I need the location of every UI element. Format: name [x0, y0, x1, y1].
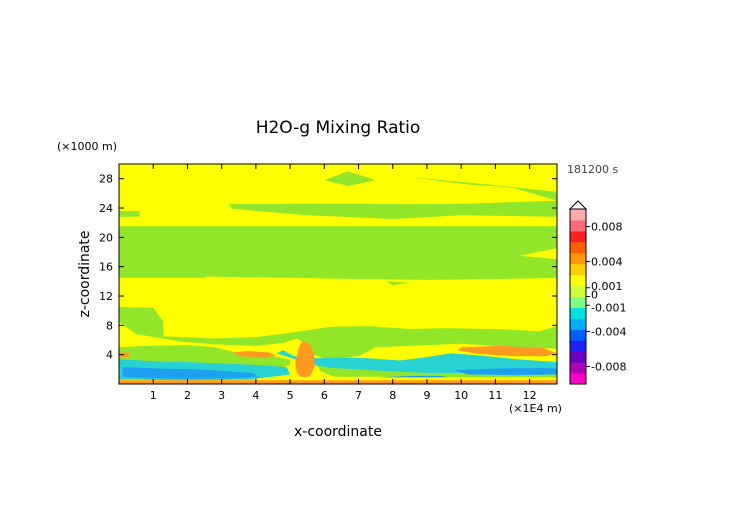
- contour-regions: [119, 171, 557, 384]
- colorbar-swatch-14: [570, 219, 586, 232]
- y-axis: 4 8 12 16 20 24 28: [99, 173, 557, 362]
- colorbar-swatch-4: [570, 329, 586, 341]
- x-tick-label-6: 6: [321, 389, 328, 402]
- x-axis-label: x-coordinate: [294, 424, 382, 440]
- contour-region-9: [122, 367, 260, 379]
- colorbar-label-0: 0.008: [591, 221, 623, 234]
- colorbar-swatch-5: [570, 318, 586, 330]
- plot-frame: [118, 163, 558, 385]
- x-tick-label-10: 10: [454, 389, 468, 402]
- colorbar-swatch-0: [570, 373, 586, 385]
- colorbar-swatch-3: [570, 340, 586, 352]
- x-tick-label-8: 8: [389, 389, 396, 402]
- contour-region-3: [119, 226, 557, 280]
- contour-region-4: [119, 307, 557, 360]
- colorbar-swatch-8: [570, 285, 586, 297]
- contour-region-1: [228, 177, 557, 219]
- x-axis-unit: (×1E4 m): [509, 402, 562, 415]
- contour-region-12: [457, 345, 557, 357]
- y-tick-label-20: 20: [99, 231, 113, 244]
- x-tick-label-2: 2: [184, 389, 191, 402]
- colorbar-label-1: 0.004: [591, 256, 623, 269]
- x-tick-label-3: 3: [218, 389, 225, 402]
- colorbar-swatch-15: [570, 209, 586, 221]
- colorbar-swatch-10: [570, 263, 586, 276]
- x-tick-label-11: 11: [488, 389, 502, 402]
- y-tick-label-8: 8: [106, 319, 113, 332]
- colorbar-swatch-2: [570, 351, 586, 363]
- colorbar-label-2: 0.001: [591, 280, 623, 293]
- contour-region-13: [231, 351, 277, 358]
- y-axis-label: z-coordinate: [77, 230, 93, 317]
- colorbar-label-5: -0.004: [591, 326, 626, 339]
- contour-region-17: [385, 281, 410, 285]
- colorbar-label-4: -0.001: [591, 301, 626, 314]
- y-tick-label-16: 16: [99, 261, 113, 274]
- y-axis-unit: (×1000 m): [57, 140, 117, 153]
- colorbar-swatch-13: [570, 230, 586, 243]
- colorbar-swatch-1: [570, 362, 586, 374]
- contour-region-15: [119, 380, 557, 384]
- colorbar-label-6: -0.008: [591, 361, 626, 374]
- x-tick-label-12: 12: [523, 389, 537, 402]
- colorbar-swatch-7: [570, 296, 586, 308]
- contour-region-7: [276, 350, 557, 375]
- contour-region-11: [375, 375, 448, 378]
- colorbar-extend-arrow: [568, 200, 588, 210]
- y-tick-label-4: 4: [106, 349, 113, 362]
- chart-title: H2O-g Mixing Ratio: [256, 118, 421, 138]
- x-tick-label-9: 9: [423, 389, 430, 402]
- colorbar-swatch-6: [570, 307, 586, 319]
- contour-region-14: [295, 341, 315, 378]
- colorbar-swatch-9: [570, 274, 586, 287]
- contour-region-0: [324, 171, 376, 186]
- contour-region-2: [119, 210, 140, 217]
- x-tick-label-5: 5: [287, 389, 294, 402]
- colorbar-label-3: 0: [591, 289, 598, 302]
- plot-area: [118, 163, 558, 385]
- x-tick-label-4: 4: [252, 389, 259, 402]
- y-tick-label-24: 24: [99, 202, 113, 215]
- contour-region-10: [454, 367, 557, 376]
- time-label: 181200 s: [567, 163, 618, 176]
- y-tick-label-28: 28: [99, 173, 113, 186]
- contour-region-16: [119, 352, 130, 357]
- x-axis: 1 2 3 4 5 6 7 8 9 10 11 12: [150, 164, 537, 402]
- y-tick-label-12: 12: [99, 290, 113, 303]
- x-tick-label-7: 7: [355, 389, 362, 402]
- colorbar-swatch-12: [570, 241, 586, 254]
- colorbar-swatch-11: [570, 252, 586, 265]
- x-tick-label-1: 1: [150, 389, 157, 402]
